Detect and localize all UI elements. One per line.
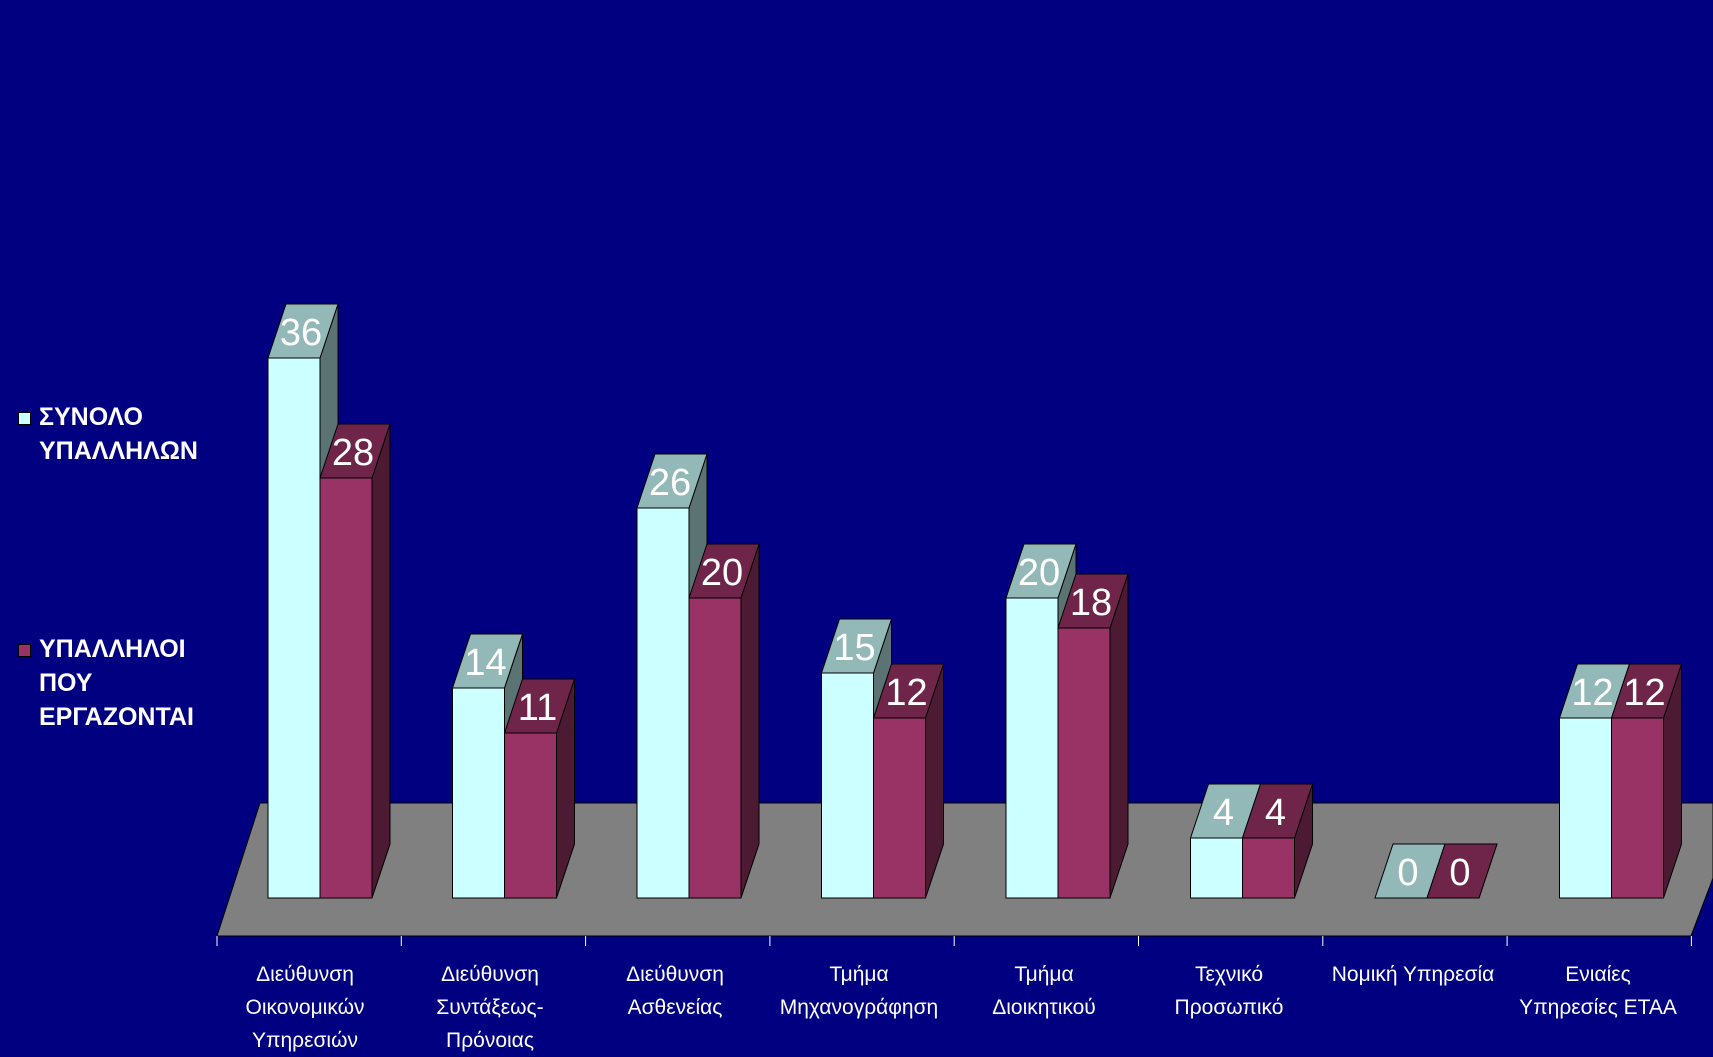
data-label: 12 [1571,672,1613,714]
bar-top [872,663,945,719]
bar-front [873,717,926,899]
legend-swatch-working [18,644,31,657]
data-label: 0 [1397,852,1418,894]
bar-front [636,507,690,899]
category-label: Τμήμα Διοικητικού [992,963,1096,1019]
category-label: Νομική Υπηρεσία [1331,963,1495,986]
category-label: Ενιαίες Υπηρεσίες ΕΤΑΑ [1519,963,1677,1019]
legend-label-total: ΣΥΝΟΛΟ ΥΠΑΛΛΗΛΩΝ [39,403,198,465]
bar-front [1242,837,1295,899]
data-label: 15 [833,627,875,669]
data-label: 20 [701,552,743,594]
bar-front [1611,717,1664,899]
legend-entry-working: ΥΠΑΛΛΗΛΟΙ ΠΟΥ ΕΡΓΑΖΟΝΤΑΙ [18,632,218,734]
category-label: Διεύθυνση Οικονομικών Υπηρεσιών [245,963,365,1052]
data-label: 0 [1449,852,1470,894]
bar-front [688,597,742,899]
bar-front [1005,597,1059,899]
legend-swatch-total [18,412,31,425]
bar-top [1610,663,1683,719]
data-label: 4 [1265,792,1286,834]
bar-top [688,543,760,599]
bar-front [267,357,321,899]
data-label: 4 [1213,792,1234,834]
bar-front [1057,627,1111,899]
legend-label-working: ΥΠΑΛΛΗΛΟΙ ΠΟΥ ΕΡΓΑΖΟΝΤΑΙ [39,635,194,731]
bar-front [319,477,373,899]
bar-front [821,672,874,899]
bar-front [452,687,505,899]
data-label: 26 [649,462,691,504]
bar-front [1190,837,1243,899]
bar-top [319,423,391,479]
bar-side [740,543,760,899]
category-label: Τμήμα Μηχανογράφηση [779,963,939,1019]
bar-top [820,618,893,674]
data-label: 20 [1018,552,1060,594]
bar-top [1426,843,1498,899]
data-label: 18 [1070,582,1112,624]
bar-top [451,633,524,689]
data-label: 28 [332,432,374,474]
bar-top [503,678,576,734]
bar-top [1005,543,1077,599]
bar-top [267,303,339,359]
category-label: Τεχνικό Προσωπικό [1174,963,1284,1019]
bar-side [371,423,391,899]
category-label: Διεύθυνση Ασθενείας [626,963,724,1019]
data-label: 11 [518,687,557,729]
bar-front [1559,717,1612,899]
bar-top [1241,783,1314,839]
chart-floor [216,802,1713,937]
legend-entry-total: ΣΥΝΟΛΟ ΥΠΑΛΛΗΛΩΝ [18,400,218,468]
bar-top [1057,573,1129,629]
data-label: 14 [464,642,506,684]
data-label: 36 [280,312,322,354]
category-label: Διεύθυνση Συντάξεως- Πρόνοιας [436,963,544,1052]
bar-top [636,453,708,509]
bar-side [1109,573,1129,899]
bar-front [504,732,557,899]
data-label: 12 [1623,672,1665,714]
data-label: 12 [885,672,927,714]
